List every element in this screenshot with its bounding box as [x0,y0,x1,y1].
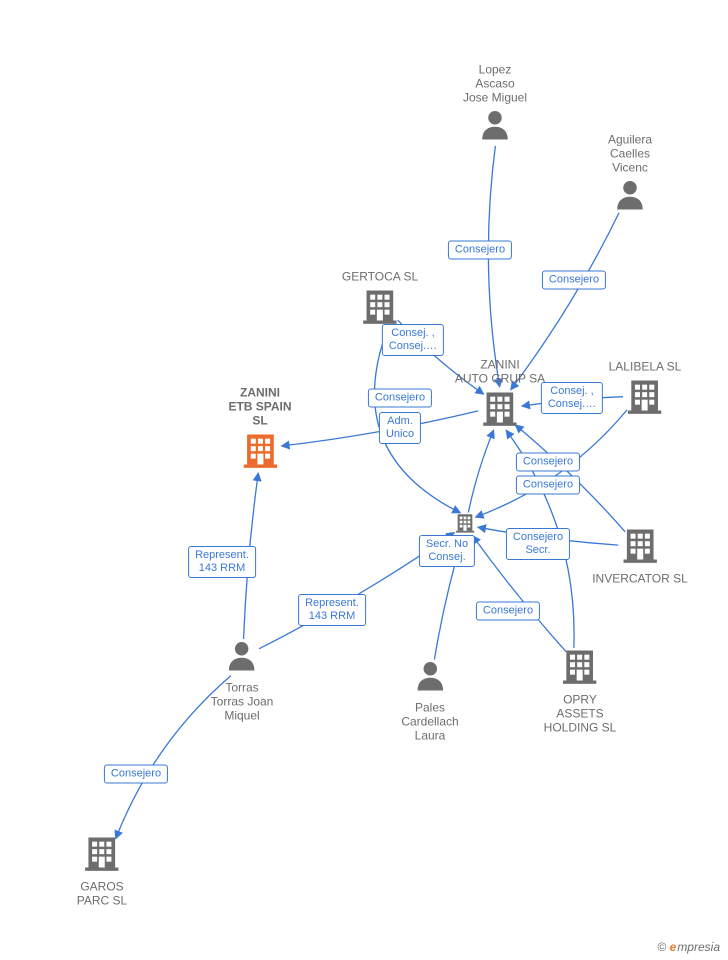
edge-label: Secr. NoConsej. [419,535,475,567]
edge-label: Consej. ,Consej.… [541,382,603,414]
edge-label: Consejero [516,453,580,472]
edge [468,430,493,512]
edge-label: Adm.Unico [379,412,421,444]
edge-label: Represent.143 RRM [188,546,256,578]
edge-label: Consejero [368,389,432,408]
edge [116,676,231,839]
edge-label: Consejero [448,241,512,260]
brand-initial: e [670,940,677,954]
edges-layer [0,0,728,960]
copyright-symbol: © [657,940,666,954]
network-canvas: LopezAscasoJose Miguel AguileraCaellesVi… [0,0,728,960]
credit: © empresia [657,940,720,954]
edge-label: Consejero [104,765,168,784]
edge-label: Consejero [542,271,606,290]
edge-label: Consejero [476,602,540,621]
edge-label: Consejero [516,476,580,495]
edge-label: Consej. ,Consej.… [382,324,444,356]
edge [488,146,499,387]
edge [511,213,619,390]
edge-label: ConsejeroSecr. [506,528,570,560]
edge-label: Represent.143 RRM [298,594,366,626]
brand-rest: mpresia [677,940,720,954]
